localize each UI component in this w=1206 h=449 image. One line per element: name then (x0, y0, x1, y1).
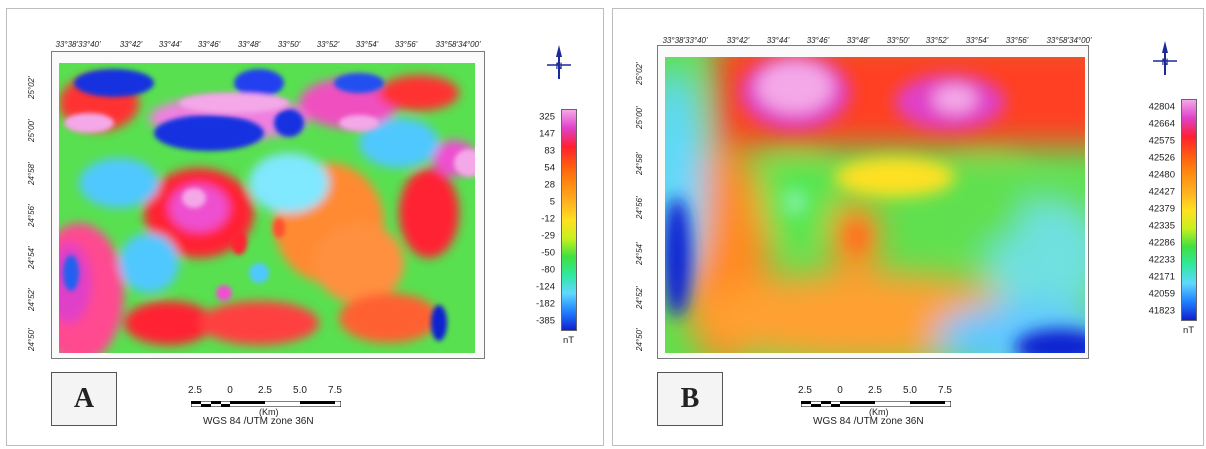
top-tick-label: 33°58'34°00' (435, 40, 481, 49)
left-tick-label: 25°02' (635, 62, 644, 85)
top-tick-label: 33°48' (237, 40, 261, 49)
top-tick-label: 33°52' (925, 36, 949, 45)
legend-value: 42233 (1148, 254, 1175, 266)
scale-tick-label: 0 (227, 385, 233, 396)
scale-bar-graphic (801, 401, 951, 407)
top-tick-label: 33°58'34°00' (1046, 36, 1092, 45)
top-tick-label: 33°44' (158, 40, 182, 49)
scale-tick-label: 5.0 (293, 385, 307, 396)
legend-value: 42286 (1148, 237, 1175, 249)
legend-value: 42575 (1148, 135, 1175, 147)
scale-tick-label: 2.5 (798, 385, 812, 396)
legend-value: 42526 (1148, 152, 1175, 164)
legend-value: -80 (541, 264, 555, 276)
north-arrow-icon: N (1153, 41, 1177, 81)
scale-bar-b: 2.5 0 2.5 5.0 7.5 (Km) WGS 84 /UTM zone … (795, 385, 975, 435)
top-tick-label: 33°48' (846, 36, 870, 45)
legend-unit: nT (563, 335, 575, 346)
legend-value: 28 (544, 179, 555, 191)
scale-unit: (Km) (869, 407, 889, 417)
panel-label-a: A (51, 372, 117, 426)
scale-bar-a: 2.5 0 2.5 5.0 7.5 (Km) WGS 84 /UTM zone … (185, 385, 365, 435)
legend-color-bar (1181, 99, 1197, 321)
legend-value: 42804 (1148, 101, 1175, 113)
legend-value: -29 (541, 230, 555, 242)
left-tick-label: 24°56' (27, 204, 36, 227)
legend-value: 54 (544, 162, 555, 174)
left-tick-label: 25°00' (635, 106, 644, 129)
legend-value: 42171 (1148, 271, 1175, 283)
scale-unit: (Km) (259, 407, 279, 417)
scale-bar-graphic (191, 401, 341, 407)
scale-tick-label: 0 (837, 385, 843, 396)
top-tick-label: 33°54' (965, 36, 989, 45)
scale-tick-label: 2.5 (258, 385, 272, 396)
legend-value: 5 (549, 196, 555, 208)
legend-value: 147 (539, 128, 555, 140)
top-tick-label: 33°52' (316, 40, 340, 49)
total-field-map-b (665, 57, 1085, 353)
top-tick-label: 33°38'33°40' (662, 36, 708, 45)
top-tick-label: 33°56' (394, 40, 418, 49)
legend-value: -124 (535, 281, 555, 293)
scale-tick-label: 7.5 (938, 385, 952, 396)
scale-tick-label: 7.5 (328, 385, 342, 396)
left-tick-label: 24°54' (635, 242, 644, 265)
left-tick-label: 24°50' (27, 328, 36, 351)
datum-label: WGS 84 /UTM zone 36N (203, 416, 314, 427)
legend-value: 42427 (1148, 186, 1175, 198)
top-tick-label: 33°42' (119, 40, 143, 49)
left-tick-label: 24°52' (27, 288, 36, 311)
svg-text:N: N (1162, 57, 1169, 67)
legend-value: -182 (535, 298, 555, 310)
legend-value: 325 (539, 111, 555, 123)
north-arrow-icon: N (547, 45, 571, 85)
left-tick-label: 25°00' (27, 119, 36, 142)
svg-text:N: N (556, 61, 563, 71)
left-tick-label: 25°02' (27, 76, 36, 99)
legend-value: -12 (541, 213, 555, 225)
left-tick-label: 24°50' (635, 328, 644, 351)
legend-color-bar (561, 109, 577, 331)
top-tick-label: 33°54' (355, 40, 379, 49)
magnetic-anomaly-map-a (59, 63, 475, 353)
top-tick-label: 33°44' (766, 36, 790, 45)
legend-value: 42664 (1148, 118, 1175, 130)
top-tick-label: 33°56' (1005, 36, 1029, 45)
legend-value: -50 (541, 247, 555, 259)
top-tick-label: 33°46' (806, 36, 830, 45)
legend-value: 41823 (1148, 305, 1175, 317)
legend-unit: nT (1183, 325, 1195, 336)
legend-value: 42059 (1148, 288, 1175, 300)
top-tick-label: 33°50' (886, 36, 910, 45)
top-tick-label: 33°42' (726, 36, 750, 45)
panel-label-b: B (657, 372, 723, 426)
left-tick-label: 24°58' (27, 162, 36, 185)
left-tick-label: 24°54' (27, 246, 36, 269)
legend-value: -385 (535, 315, 555, 327)
panel-b: 33°38'33°40' 33°42' 33°44' 33°46' 33°48'… (612, 8, 1204, 446)
left-tick-label: 24°58' (635, 152, 644, 175)
legend-value: 42480 (1148, 169, 1175, 181)
left-tick-label: 24°52' (635, 286, 644, 309)
panel-a: 33°38'33°40' 33°42' 33°44' 33°46' 33°48'… (6, 8, 604, 446)
legend-value: 42335 (1148, 220, 1175, 232)
top-tick-label: 33°46' (197, 40, 221, 49)
scale-tick-label: 5.0 (903, 385, 917, 396)
top-tick-label: 33°50' (277, 40, 301, 49)
left-tick-label: 24°56' (635, 196, 644, 219)
scale-tick-label: 2.5 (868, 385, 882, 396)
datum-label: WGS 84 /UTM zone 36N (813, 416, 924, 427)
legend-value: 83 (544, 145, 555, 157)
scale-tick-label: 2.5 (188, 385, 202, 396)
legend-value: 42379 (1148, 203, 1175, 215)
top-tick-label: 33°38'33°40' (55, 40, 101, 49)
